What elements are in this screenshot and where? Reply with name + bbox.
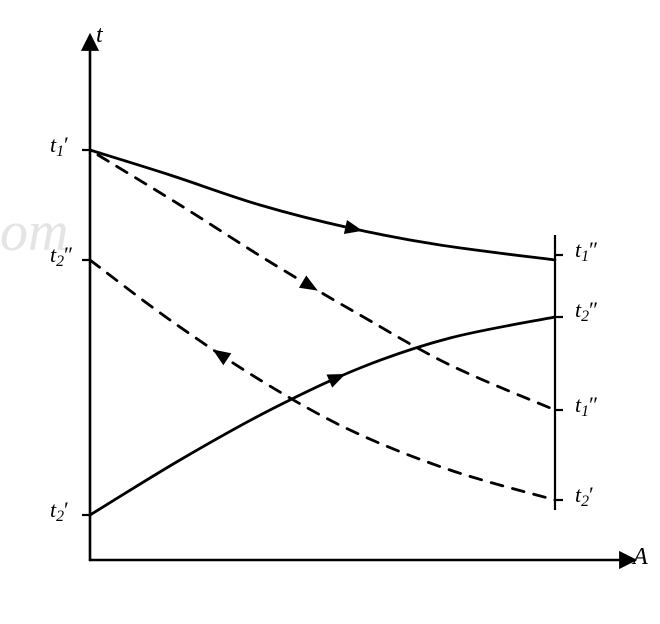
label-t1pp_right_b: t1″: [575, 392, 598, 421]
curve-c3_rising_solid: [90, 317, 555, 515]
label-t2pp_left: t2″: [50, 242, 73, 271]
diagram-stage: om t A t1′t2″t2′t1″t2″t1″t2′: [0, 0, 660, 624]
x-axis-label: A: [633, 544, 648, 571]
direction-arrow-icon: [299, 275, 321, 296]
axes-group: [90, 40, 630, 560]
label-t2p_right: t2′: [575, 482, 594, 511]
direction-arrow-icon: [344, 220, 364, 238]
direction-arrow-icon: [209, 344, 232, 366]
y-axis-label: t: [96, 22, 103, 49]
curve-c2_mid_dashed: [98, 155, 555, 410]
curve-c1_top_solid: [90, 150, 555, 260]
label-t1pp_right_a: t1″: [575, 237, 598, 266]
direction-arrow-icon: [327, 367, 349, 387]
label-t1p_left: t1′: [50, 132, 69, 161]
axis-ticks-group: [82, 150, 563, 515]
curves-group: [90, 150, 555, 515]
label-t2pp_right: t2″: [575, 297, 598, 326]
diagram-svg: [0, 0, 660, 624]
label-t2p_left: t2′: [50, 497, 69, 526]
